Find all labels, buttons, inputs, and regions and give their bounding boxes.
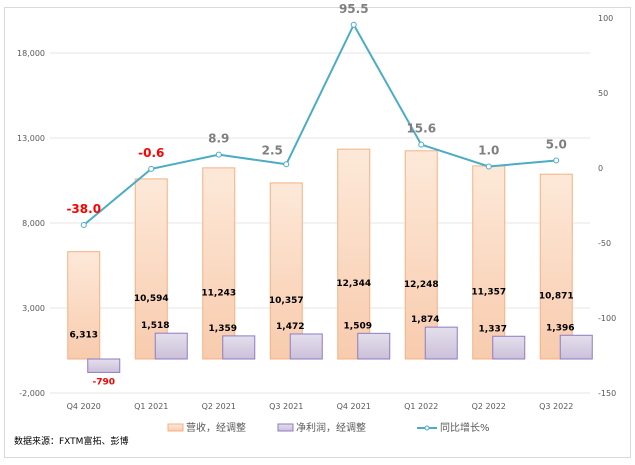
growth-line [83,22,557,226]
revenue-bar [539,173,573,360]
legend-profit-swatch [277,423,294,432]
left-axis-tick: 8,000 [22,219,45,228]
right-axis-tick: -150 [598,389,616,398]
net-profit-data-label: 1,359 [209,324,237,334]
legend-revenue-label: 营收，经调整 [186,421,246,434]
right-axis-tick: 50 [598,89,608,98]
growth-data-label: -0.6 [138,146,164,160]
net-profit-bar [559,334,593,360]
growth-data-label: 1.0 [478,144,499,158]
net-profit-bar [87,358,121,373]
net-profit-data-label: 1,518 [141,321,169,331]
category-label: Q1 2022 [404,402,438,411]
left-axis-tick: 18,000 [17,49,45,58]
net-profit-data-label: 1,396 [546,323,574,333]
category-label: Q4 2021 [337,402,371,411]
revenue-bar [404,150,438,360]
net-profit-bar [424,326,458,360]
revenue-data-label: 12,248 [404,280,439,290]
growth-data-label: 95.5 [339,2,369,16]
net-profit-data-label: 1,509 [344,321,372,331]
growth-point [350,21,357,28]
growth-point [418,141,425,148]
net-profit-bar [222,335,256,360]
revenue-data-label: 10,594 [134,294,169,304]
category-label: Q3 2022 [539,402,573,411]
revenue-data-label: 11,243 [201,288,236,298]
left-axis-tick: 13,000 [17,134,45,143]
net-profit-data-label: -790 [92,377,115,387]
net-profit-data-label: 1,472 [276,322,304,332]
net-profit-bar [492,335,526,360]
growth-point [553,157,560,164]
revenue-bar [67,251,101,360]
net-profit-bar [154,332,188,360]
revenue-data-label: 11,357 [471,287,506,297]
right-axis-tick: 0 [598,164,603,173]
net-profit-bar [357,332,391,360]
growth-point [283,161,290,168]
revenue-bar [269,182,303,360]
category-label: Q2 2022 [472,402,506,411]
right-axis-tick: -100 [598,314,616,323]
category-label: Q1 2021 [134,402,168,411]
growth-data-label: 2.5 [262,143,283,157]
growth-point [485,163,492,170]
revenue-bar [202,167,236,360]
revenue-data-label: 10,357 [269,296,304,306]
revenue-data-label: 6,313 [70,330,98,340]
source-note: 数据来源：FXTM富拓、彭博 [14,437,129,447]
revenue-data-label: 10,871 [539,292,574,302]
legend-growth-marker [424,425,430,431]
category-label: Q4 2020 [67,402,101,411]
right-axis-tick: 100 [598,14,613,23]
net-profit-bar [289,333,323,360]
left-axis-tick: 3,000 [22,304,45,313]
growth-point [148,165,155,172]
net-profit-data-label: 1,337 [479,324,507,334]
growth-data-label: 15.6 [406,122,436,136]
revenue-bar [337,148,371,360]
legend-profit-label: 净利润，经调整 [296,421,366,434]
growth-point [215,151,222,158]
category-label: Q3 2021 [269,402,303,411]
legend-growth-label: 同比增长% [440,421,490,434]
net-profit-data-label: 1,874 [411,315,439,325]
left-axis-tick: -2,000 [19,389,45,398]
growth-data-label: 5.0 [546,138,567,152]
revenue-bar [134,178,168,360]
revenue-data-label: 12,344 [336,279,371,289]
legend-revenue-swatch [167,423,184,432]
right-axis-tick: -50 [598,239,611,248]
growth-data-label: -38.0 [66,202,101,216]
growth-point [80,222,87,228]
category-label: Q2 2021 [202,402,236,411]
chart-border [4,7,631,458]
growth-data-label: 8.9 [208,132,229,146]
